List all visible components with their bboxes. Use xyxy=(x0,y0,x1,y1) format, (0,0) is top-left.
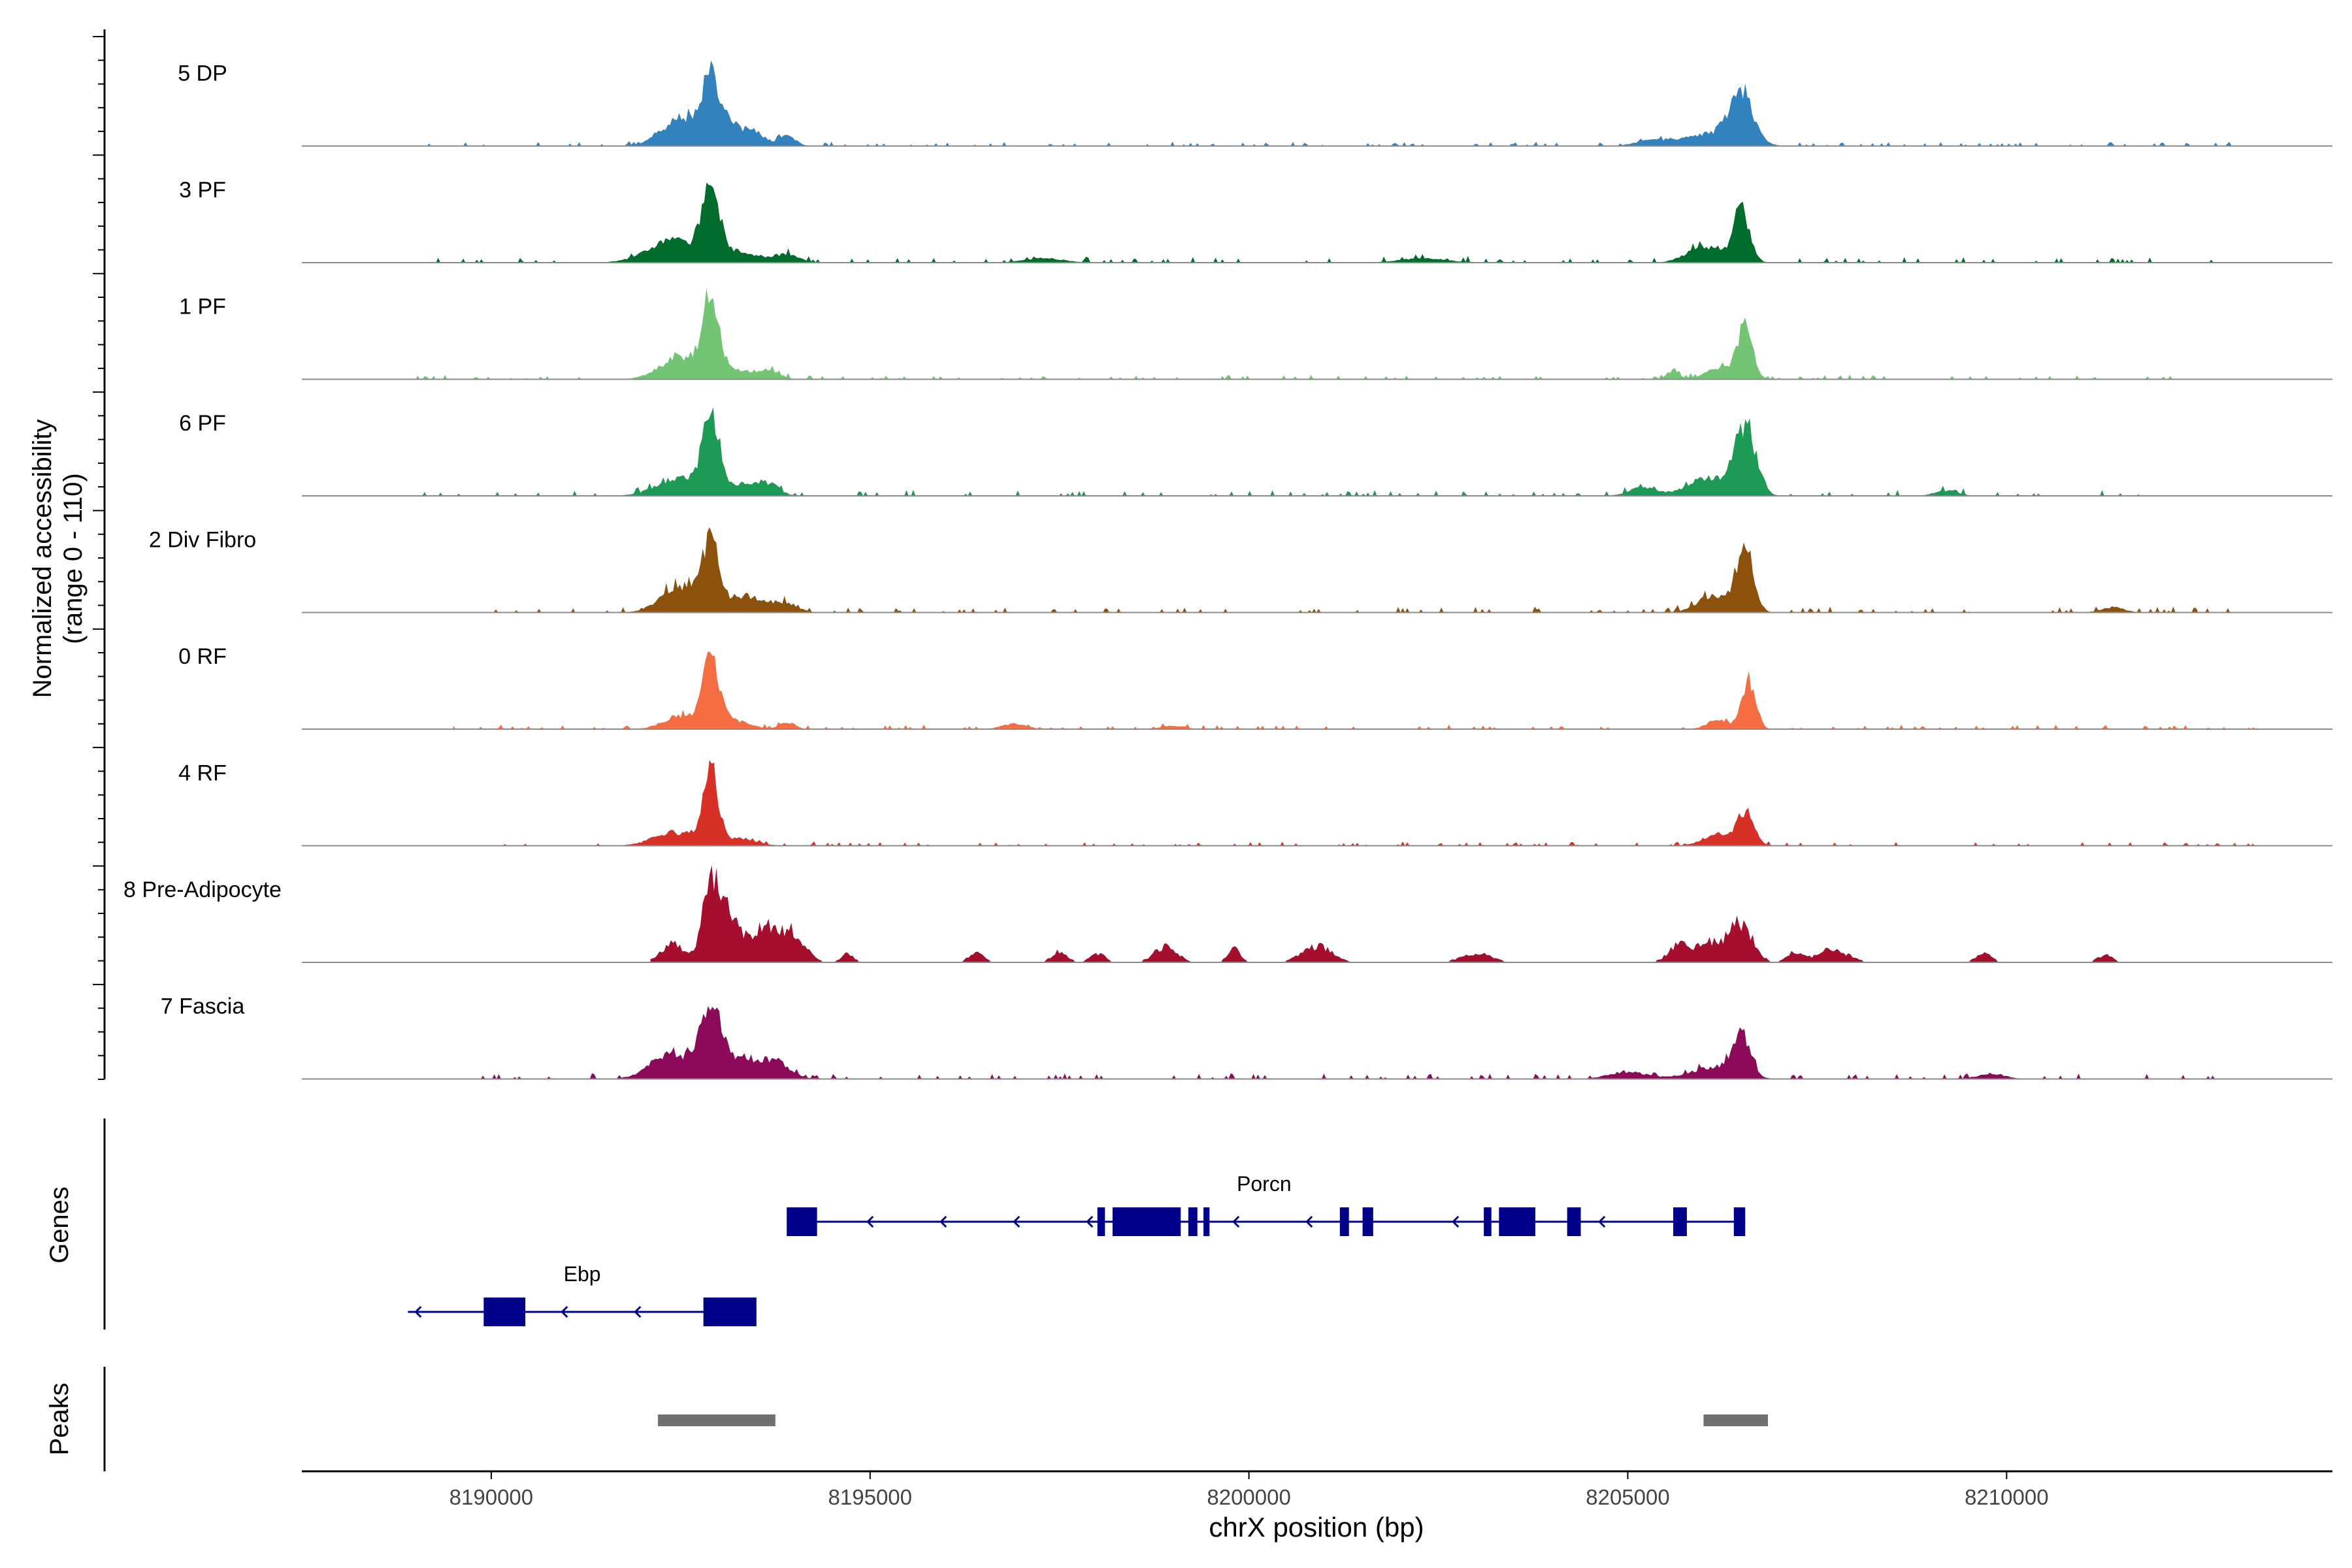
strand-arrow xyxy=(1086,1215,1094,1228)
gene-ebp: Ebp xyxy=(408,1262,757,1326)
track-label: 3 PF xyxy=(179,178,226,203)
gene-annotations: Porcn Ebp xyxy=(408,1172,1746,1326)
exon xyxy=(703,1298,757,1326)
exon xyxy=(1499,1207,1535,1236)
x-tick-label: 8195000 xyxy=(828,1485,912,1509)
exon xyxy=(1112,1207,1181,1236)
track-4-rf: 4 RF xyxy=(178,760,2332,847)
track-8-pre-adipocyte: 8 Pre-Adipocyte xyxy=(123,865,2332,963)
x-tick-label: 8200000 xyxy=(1207,1485,1290,1509)
coverage-area xyxy=(491,760,2257,846)
strand-arrow xyxy=(866,1215,874,1228)
peak-bar xyxy=(1703,1414,1769,1426)
strand-arrow xyxy=(634,1305,642,1318)
track-1-pf: 1 PF xyxy=(179,287,2332,380)
x-tick-label: 8205000 xyxy=(1586,1485,1669,1509)
exon xyxy=(1203,1207,1210,1236)
exon xyxy=(1362,1207,1373,1236)
gene-porcn: Porcn xyxy=(787,1172,1746,1236)
coverage-y-ticks xyxy=(93,36,105,1080)
x-tick-label: 8210000 xyxy=(1965,1485,2048,1509)
gene-label: Ebp xyxy=(564,1262,601,1286)
x-tick-label: 8190000 xyxy=(449,1485,533,1509)
peak-bar xyxy=(658,1414,776,1426)
strand-arrow xyxy=(1305,1215,1313,1228)
strand-arrow xyxy=(1598,1215,1606,1228)
x-axis-ticks: 8190000 8195000 8200000 8205000 8210000 xyxy=(449,1471,2049,1509)
strand-arrow xyxy=(939,1215,947,1228)
x-axis-label: chrX position (bp) xyxy=(1209,1512,1424,1543)
strand-arrow xyxy=(1013,1215,1021,1228)
track-label: 1 PF xyxy=(179,295,226,319)
track-label: 4 RF xyxy=(178,761,227,786)
coverage-tracks: 5 DP 3 PF 1 PF 6 PF 2 Div Fibro 0 RF 4 RF 8 Pre… xyxy=(123,60,2332,1080)
exon xyxy=(1339,1207,1349,1236)
exon xyxy=(1188,1207,1198,1236)
genes-panel-label: Genes xyxy=(45,1186,74,1264)
exon xyxy=(1097,1207,1105,1236)
track-label: 6 PF xyxy=(179,411,226,436)
track-5-dp: 5 DP xyxy=(178,60,2332,147)
y-axis-label-line2: (range 0 - 110) xyxy=(59,473,88,644)
exon xyxy=(483,1298,526,1326)
exon xyxy=(1673,1207,1687,1236)
strand-arrow xyxy=(1232,1215,1240,1228)
exon xyxy=(1484,1207,1492,1236)
strand-arrow xyxy=(1452,1215,1460,1228)
exon xyxy=(1567,1207,1581,1236)
track-7-fascia: 7 Fascia xyxy=(161,994,2332,1080)
track-label: 8 Pre-Adipocyte xyxy=(123,877,282,902)
exon xyxy=(1733,1207,1746,1236)
track-0-rf: 0 RF xyxy=(178,644,2332,730)
strand-arrow xyxy=(561,1305,568,1318)
track-label: 0 RF xyxy=(178,644,227,669)
coverage-area xyxy=(650,865,2121,962)
exon xyxy=(787,1207,817,1236)
y-axis-label-line1: Normalized accessibility xyxy=(28,419,57,698)
coverage-area xyxy=(491,527,2257,613)
track-3-pf: 3 PF xyxy=(179,178,2332,263)
strand-arrow xyxy=(414,1305,422,1318)
track-6-pf: 6 PF xyxy=(179,407,2332,497)
peak-regions xyxy=(658,1414,1769,1426)
track-label: 7 Fascia xyxy=(161,994,245,1019)
gene-label: Porcn xyxy=(1237,1172,1292,1196)
track-2-div-fibro: 2 Div Fibro xyxy=(149,527,2332,613)
peaks-panel-label: Peaks xyxy=(45,1382,74,1455)
track-label: 5 DP xyxy=(178,61,227,86)
track-label: 2 Div Fibro xyxy=(149,528,256,553)
coverage-area xyxy=(415,287,2181,380)
